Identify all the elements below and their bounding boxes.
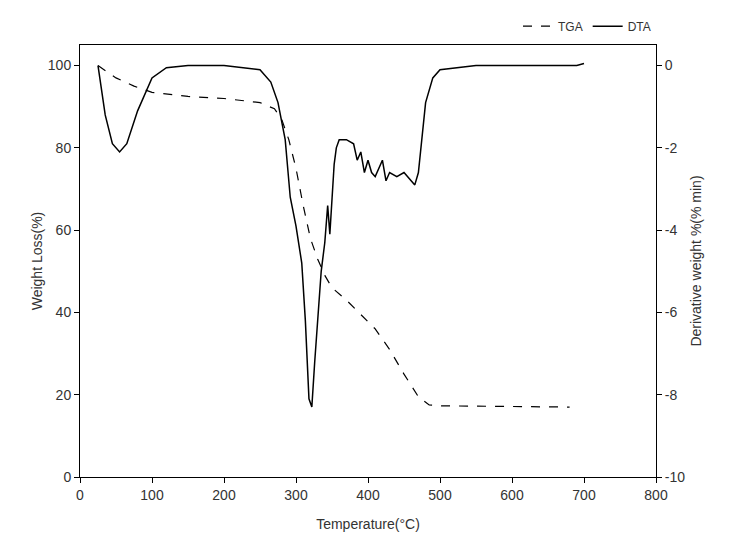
- svg-text:100: 100: [48, 57, 72, 73]
- svg-text:Weight Loss(%): Weight Loss(%): [29, 212, 45, 311]
- svg-text:800: 800: [644, 487, 668, 503]
- svg-text:TGA: TGA: [558, 20, 583, 34]
- svg-text:0: 0: [665, 57, 673, 73]
- svg-text:Derivative weight %(% min): Derivative weight %(% min): [688, 175, 704, 346]
- svg-text:300: 300: [284, 487, 308, 503]
- svg-text:100: 100: [140, 487, 164, 503]
- svg-text:-6: -6: [665, 304, 678, 320]
- svg-text:60: 60: [56, 222, 72, 238]
- svg-text:600: 600: [500, 487, 524, 503]
- svg-text:40: 40: [56, 304, 72, 320]
- svg-text:DTA: DTA: [628, 20, 651, 34]
- svg-text:700: 700: [572, 487, 596, 503]
- svg-text:-8: -8: [665, 387, 678, 403]
- svg-text:0: 0: [76, 487, 84, 503]
- svg-text:-2: -2: [665, 140, 678, 156]
- svg-text:200: 200: [212, 487, 236, 503]
- svg-text:80: 80: [56, 140, 72, 156]
- svg-text:0: 0: [63, 469, 71, 485]
- svg-text:Temperature(°C): Temperature(°C): [316, 516, 420, 532]
- svg-text:400: 400: [356, 487, 380, 503]
- svg-text:500: 500: [428, 487, 452, 503]
- svg-text:20: 20: [56, 387, 72, 403]
- svg-text:-4: -4: [665, 222, 678, 238]
- svg-text:-10: -10: [665, 469, 685, 485]
